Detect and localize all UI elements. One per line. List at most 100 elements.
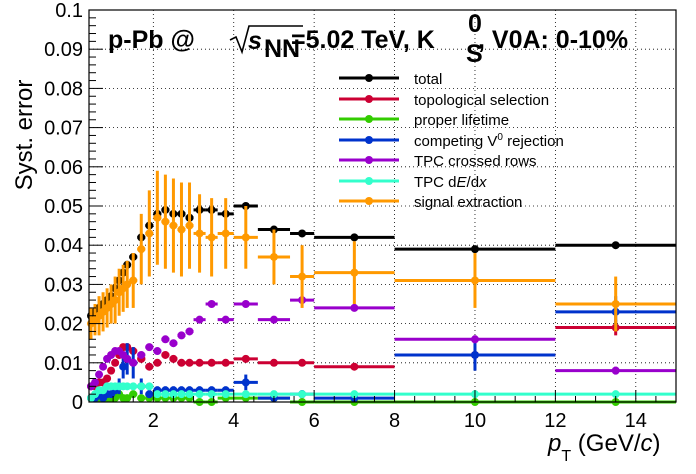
data-point [611, 366, 620, 375]
data-point [241, 390, 250, 399]
y-tick-label: 0.05 [44, 196, 83, 218]
sqrt-symbol [229, 25, 303, 55]
y-tick-label: 0.06 [44, 157, 83, 179]
data-point [129, 276, 138, 285]
data-point [145, 382, 154, 391]
dedx-prefix: TPC d [414, 174, 457, 191]
x-tick-label: 12 [544, 410, 566, 432]
competing-prefix: competing V [414, 133, 497, 150]
data-point [207, 300, 216, 308]
data-point [611, 300, 620, 308]
data-point [195, 315, 204, 324]
y-tick-label: 0.03 [44, 274, 83, 296]
data-point [161, 390, 170, 399]
data-point [241, 354, 250, 363]
legend-entry-signal: signal extraction [414, 194, 522, 211]
x-tick-label: 2 [148, 410, 159, 432]
legend-marker [365, 197, 373, 205]
data-point [161, 335, 170, 344]
dedx-mid: /d [467, 174, 480, 191]
legend-marker [365, 156, 373, 164]
data-point [350, 390, 359, 399]
y-tick-label: 0 [72, 392, 83, 414]
title-particle-subscript: S [466, 40, 483, 68]
legend-marker [365, 95, 373, 103]
data-point [111, 358, 120, 367]
legend-entry-dedx: TPC dE/dx [414, 174, 487, 191]
data-point [177, 331, 186, 340]
data-point [350, 268, 359, 277]
chart-title: p-Pb @ s NN =5.02 TeV, K 0 S , V0A: 0-10… [108, 10, 628, 68]
data-point [207, 358, 216, 367]
data-point [298, 272, 307, 281]
data-point [350, 233, 359, 242]
competing-superscript: 0 [497, 132, 503, 143]
title-particle-superscript: 0 [468, 10, 482, 38]
data-point [107, 366, 116, 375]
y-tick-label: 0.07 [44, 118, 83, 140]
data-point [470, 335, 479, 344]
data-point [129, 358, 138, 367]
y-tick-label: 0.1 [55, 0, 83, 22]
title-system: p-Pb @ [108, 26, 195, 54]
data-point [207, 233, 216, 242]
y-tick-label: 0.08 [44, 78, 83, 100]
legend-label-total: total [414, 71, 442, 88]
legend-marker [365, 136, 373, 144]
data-point [111, 296, 120, 305]
data-point [221, 315, 230, 324]
data-point [298, 358, 307, 367]
data-point [470, 245, 479, 254]
data-point [137, 245, 146, 254]
data-point [129, 382, 138, 391]
legend-label-lifetime: proper lifetime [414, 112, 509, 129]
x-axis-unit-open: (GeV/ [571, 430, 641, 457]
series-tpc-de-dx [87, 382, 676, 403]
data-point [221, 229, 230, 238]
data-point [611, 241, 620, 250]
data-point [241, 378, 250, 387]
series-signal-extraction [87, 170, 676, 340]
dedx-E: E [457, 174, 468, 191]
series-total [87, 202, 676, 320]
data-point [195, 229, 204, 238]
data-point [169, 221, 178, 230]
x-tick-label: 8 [389, 410, 400, 432]
data-point [185, 221, 194, 230]
data-point [207, 390, 216, 399]
series-tpc-crossed-rows [87, 296, 676, 391]
x-tick-label: 14 [625, 410, 647, 432]
data-point [470, 350, 479, 359]
data-point [153, 358, 162, 367]
series-competing-v0-rejection [87, 296, 676, 403]
legend-label-topological: topological selection [414, 92, 549, 109]
dedx-x: x [478, 174, 487, 191]
data-point [145, 229, 154, 238]
data-point [241, 300, 250, 308]
data-point [177, 358, 186, 367]
legend-entry-competing: competing V0 rejection [414, 132, 564, 150]
x-axis-subscript: T [561, 448, 571, 465]
legend-entry-topological: topological selection [414, 92, 549, 109]
data-point [195, 390, 204, 399]
y-axis-title: Syst. error [11, 80, 38, 191]
title-energy-subscript: NN [264, 35, 300, 63]
title-suffix: , V0A: 0-10% [478, 26, 628, 54]
data-point [177, 390, 186, 399]
x-tick-label: 6 [309, 410, 320, 432]
x-tick-label: 10 [464, 410, 486, 432]
data-point [129, 390, 138, 399]
data-point [91, 378, 100, 387]
title-energy-value: =5.02 TeV, K [291, 26, 435, 54]
data-point [221, 390, 230, 399]
legend-label-signal: signal extraction [414, 194, 522, 211]
data-point [185, 390, 194, 399]
legend-entry-total: total [414, 71, 442, 88]
legend-entry-tpc-rows: TPC crossed rows [414, 153, 537, 170]
data-point [298, 390, 307, 399]
data-point [169, 390, 178, 399]
x-axis-unit-c: c [641, 430, 653, 457]
legend-marker [365, 115, 373, 123]
data-point [123, 394, 132, 403]
y-tick-label: 0.09 [44, 39, 83, 61]
